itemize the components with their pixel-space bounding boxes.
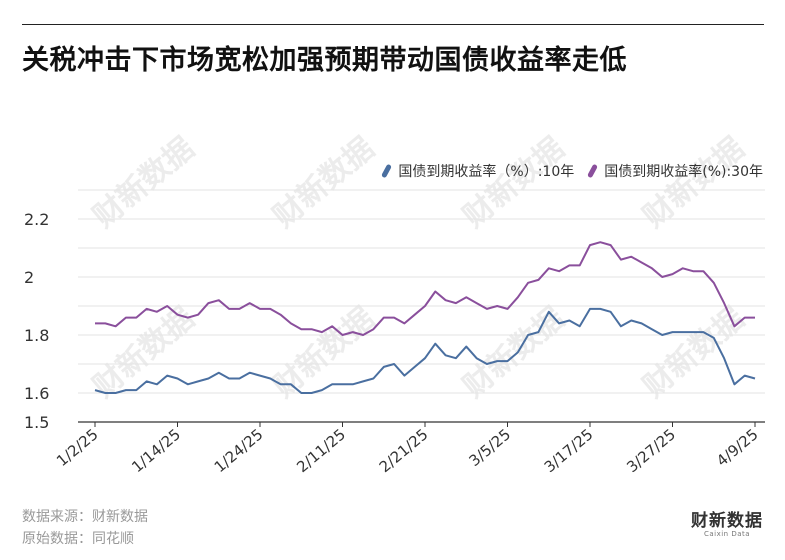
series-line-30y <box>95 241 755 336</box>
data-source-note: 数据来源：财新数据 <box>22 509 148 525</box>
x-tick-label-8: 4/9/25 <box>713 425 762 470</box>
legend: 国债到期收益率（%）:10年 国债到期收益率(%):30年 <box>381 161 763 181</box>
legend-label-30y: 国债到期收益率(%):30年 <box>604 164 763 180</box>
y-tick-label-2: 1.8 <box>24 326 49 345</box>
x-tick-label-3: 2/11/25 <box>293 425 349 476</box>
x-tick-label-2: 1/24/25 <box>211 425 267 476</box>
y-tick-label-1: 1.6 <box>24 384 49 403</box>
watermark-text-7: 财新数据 <box>637 301 751 405</box>
axes <box>78 421 765 427</box>
legend-item-10y: 国债到期收益率（%）:10年 <box>381 161 575 181</box>
page-title: 关税冲击下市场宽松加强预期带动国债收益率走低 <box>22 45 627 76</box>
top-rule <box>22 24 764 25</box>
x-tick-label-7: 3/27/25 <box>623 425 679 476</box>
legend-swatch-30y <box>587 163 599 179</box>
y-tick-labels: 1.5 1.6 1.8 2 2.2 <box>24 210 49 432</box>
logo-sub-text: Caixin Data <box>703 530 751 538</box>
grid-lines <box>78 189 765 394</box>
series-layer <box>94 241 756 394</box>
y-tick-label-0: 1.5 <box>24 413 49 432</box>
x-tick-label-6: 3/17/25 <box>541 425 597 476</box>
y-tick-label-4: 2.2 <box>24 210 49 229</box>
logo-main-text: 财新数据 <box>691 511 763 531</box>
origin-data-note: 原始数据：同花顺 <box>22 531 134 547</box>
x-tick-labels: 1/2/25 1/14/25 1/24/25 2/11/25 2/21/25 3/5/25… <box>53 425 762 476</box>
x-tick-label-1: 1/14/25 <box>128 425 184 476</box>
series-line-10y <box>94 307 756 394</box>
x-tick-label-5: 3/5/25 <box>466 425 515 470</box>
x-tick-label-4: 2/21/25 <box>376 425 432 476</box>
x-tick-label-0: 1/2/25 <box>53 425 102 470</box>
caixin-data-logo: 财新数据 Caixin Data <box>691 512 763 538</box>
legend-item-30y: 国债到期收益率(%):30年 <box>587 161 763 181</box>
legend-label-10y: 国债到期收益率（%）:10年 <box>398 164 575 180</box>
y-tick-label-3: 2 <box>24 268 34 287</box>
